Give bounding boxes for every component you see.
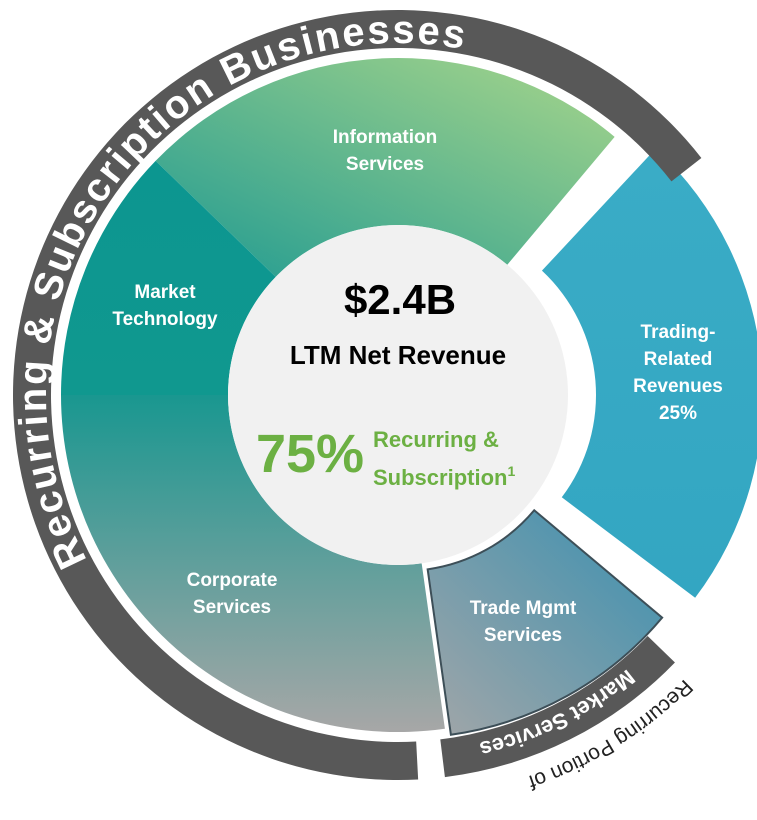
segment-labels: Information Services Market Technology Corpo… <box>112 127 723 646</box>
segment-label: Corporate <box>187 570 278 591</box>
share: 75% <box>256 424 364 484</box>
segment-label: 25% <box>659 403 697 424</box>
segment-label: Trading- <box>641 322 716 343</box>
segment-label: Services <box>484 625 562 646</box>
segment <box>426 508 664 736</box>
segment-label: Market <box>134 282 196 303</box>
center-circle <box>228 225 568 565</box>
segment-label: Trade Mgmt <box>470 598 577 619</box>
share-caption: Subscription <box>373 465 507 490</box>
segment <box>155 57 615 277</box>
segment <box>61 160 276 395</box>
segment-label: Revenues <box>633 376 723 397</box>
share-caption: Recurring & <box>373 427 499 452</box>
rings <box>13 9 702 780</box>
total: $2.4B <box>344 276 456 323</box>
segment-label: Information <box>333 127 438 148</box>
segment <box>541 148 757 598</box>
ring <box>440 636 675 778</box>
segment-label: Services <box>193 597 271 618</box>
segment-label: Technology <box>112 309 218 330</box>
total-caption: LTM Net Revenue <box>290 340 506 370</box>
footnote: 1 <box>507 463 515 479</box>
segment <box>61 395 445 732</box>
share-caption: Subscription1 <box>373 463 515 490</box>
segments <box>61 57 757 736</box>
segment-label: Related <box>644 349 713 370</box>
segment-label: Services <box>346 154 424 175</box>
